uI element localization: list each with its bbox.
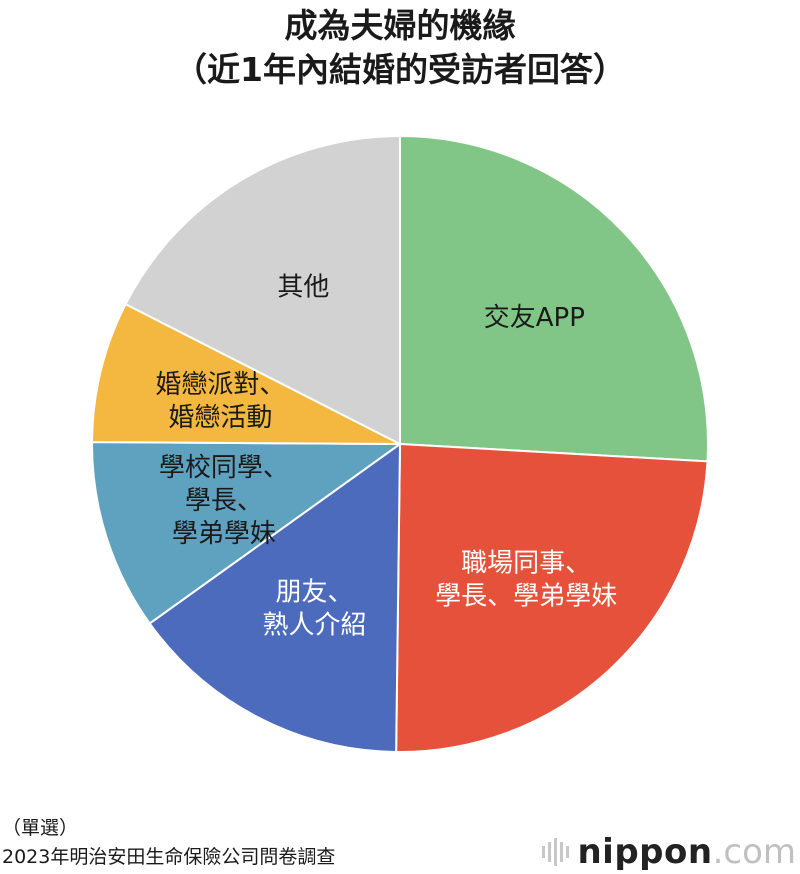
pie-slice-label-3-line-1: 學長、 xyxy=(185,486,263,516)
source-note: 2023年明治安田生命保險公司問卷調查 xyxy=(2,846,336,868)
logo-tld: com xyxy=(723,832,796,872)
pie-slice-label-1: 職場同事、學長、學弟學妹 xyxy=(435,549,617,612)
pie-slice-label-3-line-0: 學校同學、 xyxy=(159,453,289,483)
logo-name: nippon xyxy=(577,832,713,872)
pie-slice-label-2-line-0: 朋友、 xyxy=(276,577,354,607)
pie-slice-4 xyxy=(90,302,401,445)
pie-slice-label-0: 交友APP xyxy=(484,303,585,333)
pie-slice-label-1-line-1: 學長、學弟學妹 xyxy=(435,582,617,612)
pie-slice-label-1-line-0: 職場同事、 xyxy=(461,549,591,579)
pie-slice-label-4: 婚戀派對、婚戀活動 xyxy=(155,370,285,433)
chart-title-line1: 成為夫婦的機緣 xyxy=(284,6,516,45)
pie-slice-5 xyxy=(124,134,401,446)
chart-title: 成為夫婦的機緣 （近1年內結婚的受訪者回答） xyxy=(0,4,800,92)
pie-slice-label-0-line-0: 交友APP xyxy=(484,303,585,333)
chart-title-line2: （近1年內結婚的受訪者回答） xyxy=(174,50,626,89)
pie-slice-label-4-line-1: 婚戀活動 xyxy=(168,403,272,433)
pie-slice-1 xyxy=(395,442,709,753)
selection-note: （單選） xyxy=(2,817,79,839)
pie-slice-label-2: 朋友、熟人介紹 xyxy=(263,577,367,640)
pie-slice-3 xyxy=(91,441,404,625)
logo-dot: . xyxy=(712,832,724,872)
nippon-logo: nippon. com xyxy=(542,832,796,872)
logo-bars-icon xyxy=(542,837,570,867)
pie-slice-label-5: 其他 xyxy=(277,272,329,302)
pie-slice-label-2-line-1: 熟人介紹 xyxy=(263,610,367,640)
pie-slice-label-5-line-0: 其他 xyxy=(277,272,329,302)
pie-slice-2 xyxy=(148,442,402,753)
pie-slice-label-3-line-2: 學弟學妹 xyxy=(172,519,276,549)
pie-slice-0 xyxy=(399,134,709,463)
pie-slice-label-3: 學校同學、學長、學弟學妹 xyxy=(159,453,289,549)
